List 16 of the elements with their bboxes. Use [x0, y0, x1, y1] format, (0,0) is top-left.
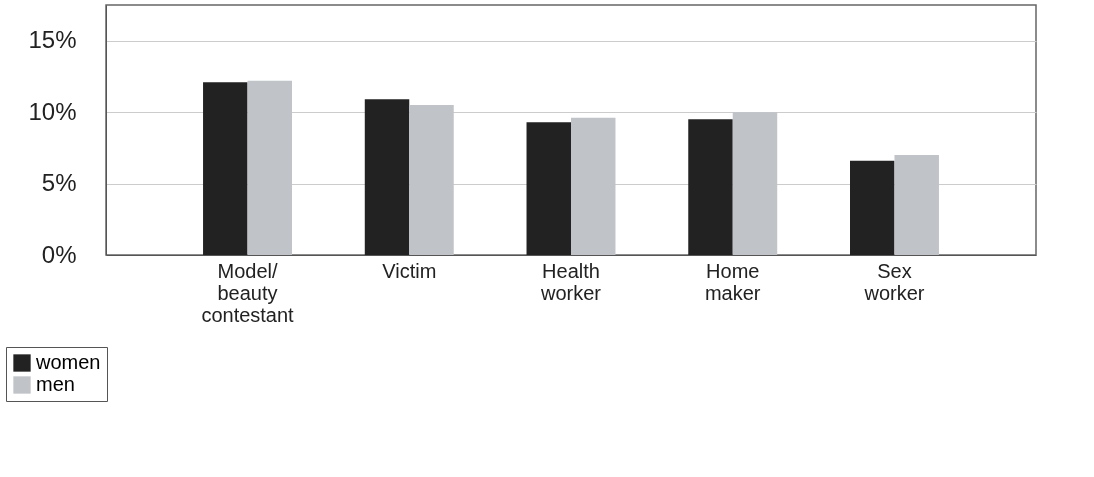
x-tick-label: Victim: [382, 259, 437, 282]
bar: [364, 99, 410, 255]
bar: [203, 82, 248, 255]
x-tick-label: Sex worker: [863, 259, 925, 304]
y-tick-label: 15%: [28, 26, 77, 54]
bar: [688, 119, 733, 255]
y-tick-label: 10%: [28, 97, 77, 125]
bar: [526, 122, 571, 255]
legend-label: men: [36, 373, 75, 395]
y-tick-label: 0%: [41, 240, 77, 268]
legend-label: women: [35, 351, 101, 373]
y-tick-label: 5%: [41, 169, 77, 197]
x-tick-label: Health worker: [539, 259, 602, 304]
x-tick-label: Model/ beauty contestant: [201, 259, 295, 326]
x-tick-label: Home maker: [704, 259, 761, 304]
bar: [850, 160, 895, 255]
